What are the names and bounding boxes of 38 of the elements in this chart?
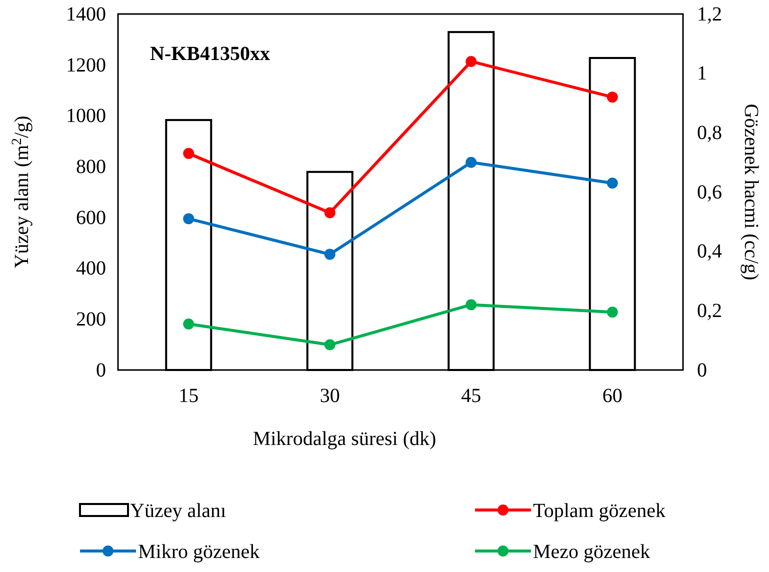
- annotation: N-KB41350xx: [150, 43, 270, 65]
- point: [606, 178, 618, 189]
- y2-tick-label: 0,4: [697, 240, 722, 263]
- y2-tick-label: 1: [697, 62, 707, 85]
- y-tick-label: 800: [76, 156, 106, 178]
- y-tick-label: 1000: [66, 105, 106, 128]
- x-tick-label: 15: [178, 385, 199, 408]
- legend-label: Toplam gözenek: [533, 500, 666, 522]
- y2-axis-title: Gözenek hacmi (cc/g): [740, 104, 762, 280]
- point: [183, 318, 194, 330]
- y-tick-label: 600: [76, 206, 106, 229]
- point: [466, 56, 477, 67]
- y2-tick-label: 0,2: [697, 300, 722, 322]
- point: [183, 148, 194, 159]
- point: [324, 207, 336, 218]
- x-tick-label: 60: [602, 385, 622, 408]
- y-tick-label: 1200: [66, 54, 106, 76]
- legend-label: Mezo gözenek: [533, 541, 650, 563]
- y-tick-label: 200: [76, 308, 106, 331]
- legend-label: Mikro gözenek: [138, 541, 260, 563]
- x-axis-title: Mikrodalga süresi (dk): [252, 428, 436, 450]
- point: [606, 306, 618, 318]
- point: [466, 156, 477, 168]
- point: [183, 213, 194, 224]
- y2-tick-label: 1,2: [697, 3, 722, 26]
- x-tick-label: 45: [461, 385, 482, 408]
- x-tick-label: 30: [320, 385, 340, 408]
- y-tick-label: 1400: [66, 3, 106, 26]
- legend-label: Yüzey alanı: [130, 500, 227, 522]
- y2-tick-label: 0,8: [697, 122, 722, 144]
- point: [324, 339, 336, 350]
- point: [466, 299, 477, 310]
- y2-tick-label: 0,6: [697, 181, 722, 204]
- point: [606, 92, 618, 103]
- point: [324, 248, 336, 260]
- y2-tick-label: 0: [697, 359, 707, 382]
- y-tick-label: 400: [76, 258, 106, 280]
- y-tick-label: 0: [96, 359, 106, 382]
